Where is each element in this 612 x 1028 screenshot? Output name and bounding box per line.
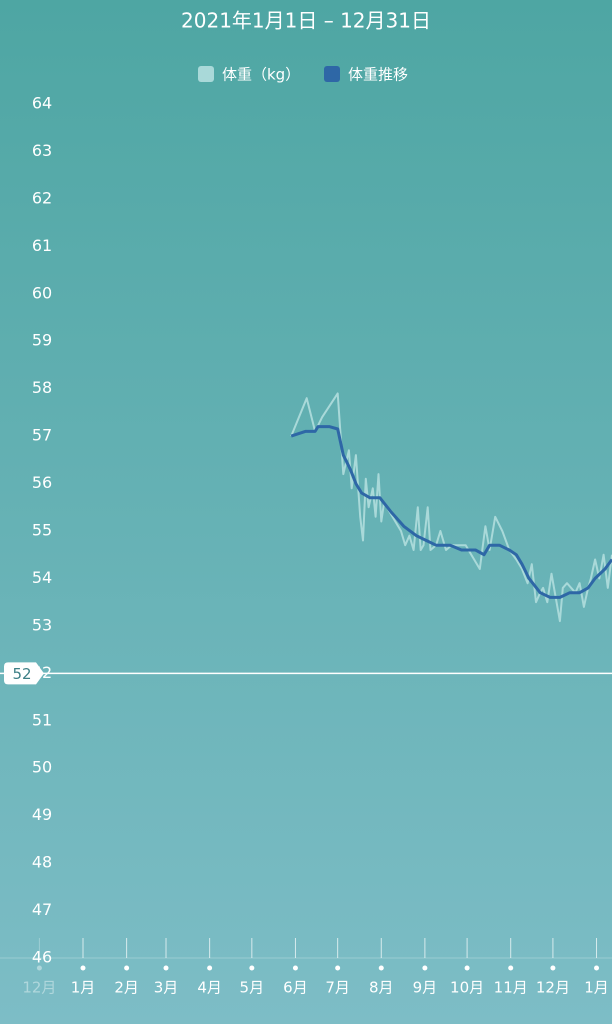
- x-tick-dot: [163, 965, 169, 971]
- y-tick-label: 54: [32, 568, 52, 587]
- y-tick-label: 46: [32, 948, 52, 967]
- x-tick-label: 12月: [536, 979, 570, 997]
- legend: 体重（kg） 体重推移: [198, 66, 408, 84]
- x-tick-dot: [80, 965, 86, 971]
- x-tick-dot: [422, 965, 428, 971]
- legend-swatch: [324, 66, 340, 82]
- chart-title: 2021年1月1日 – 12月31日: [181, 9, 431, 33]
- legend-label: 体重推移: [348, 66, 408, 84]
- x-tick-dot: [249, 965, 255, 971]
- x-tick-dot: [550, 965, 556, 971]
- x-tick-label: 9月: [413, 979, 438, 997]
- x-tick-dot: [378, 965, 384, 971]
- x-tick-dot: [508, 965, 514, 971]
- x-tick-dot: [207, 965, 213, 971]
- y-tick-label: 47: [32, 900, 52, 919]
- y-tick-label: 58: [32, 378, 52, 397]
- legend-swatch: [198, 66, 214, 82]
- y-tick-label: 53: [32, 615, 52, 634]
- y-tick-label: 56: [32, 473, 52, 492]
- trend-line: [290, 425, 612, 599]
- x-tick-label: 8月: [369, 979, 394, 997]
- y-tick-label: 61: [32, 236, 52, 255]
- x-tick-dot: [594, 965, 600, 971]
- target-label: 52: [12, 665, 31, 683]
- y-tick-label: 55: [32, 521, 52, 540]
- x-tick-label: 10月: [450, 979, 484, 997]
- y-tick-label: 57: [32, 426, 52, 445]
- y-tick-label: 64: [32, 94, 52, 113]
- y-tick-label: 48: [32, 853, 52, 872]
- weight-line: [290, 392, 612, 623]
- x-tick-dot: [36, 965, 42, 971]
- x-tick-label: 7月: [325, 979, 350, 997]
- y-tick-label: 51: [32, 710, 52, 729]
- x-tick-label: 6月: [283, 979, 308, 997]
- x-tick-dot: [464, 965, 470, 971]
- x-tick-label: 4月: [197, 979, 222, 997]
- x-tick-label: 11月: [494, 979, 528, 997]
- y-tick-label: 59: [32, 331, 52, 350]
- x-tick-label: 1月: [584, 979, 609, 997]
- x-tick-label: 5月: [240, 979, 265, 997]
- y-tick-label: 62: [32, 188, 52, 207]
- y-tick-label: 49: [32, 805, 52, 824]
- x-tick-label: 2月: [114, 979, 139, 997]
- x-tick-label: 1月: [71, 979, 96, 997]
- x-tick-label: 3月: [154, 979, 179, 997]
- y-tick-label: 60: [32, 283, 52, 302]
- x-tick-label: 12月: [22, 979, 56, 997]
- x-tick-dot: [335, 965, 341, 971]
- y-tick-label: 63: [32, 141, 52, 160]
- x-tick-dot: [292, 965, 298, 971]
- x-tick-dot: [124, 965, 130, 971]
- y-tick-label: 50: [32, 758, 52, 777]
- legend-label: 体重（kg）: [222, 66, 300, 84]
- target-badge: [4, 662, 44, 685]
